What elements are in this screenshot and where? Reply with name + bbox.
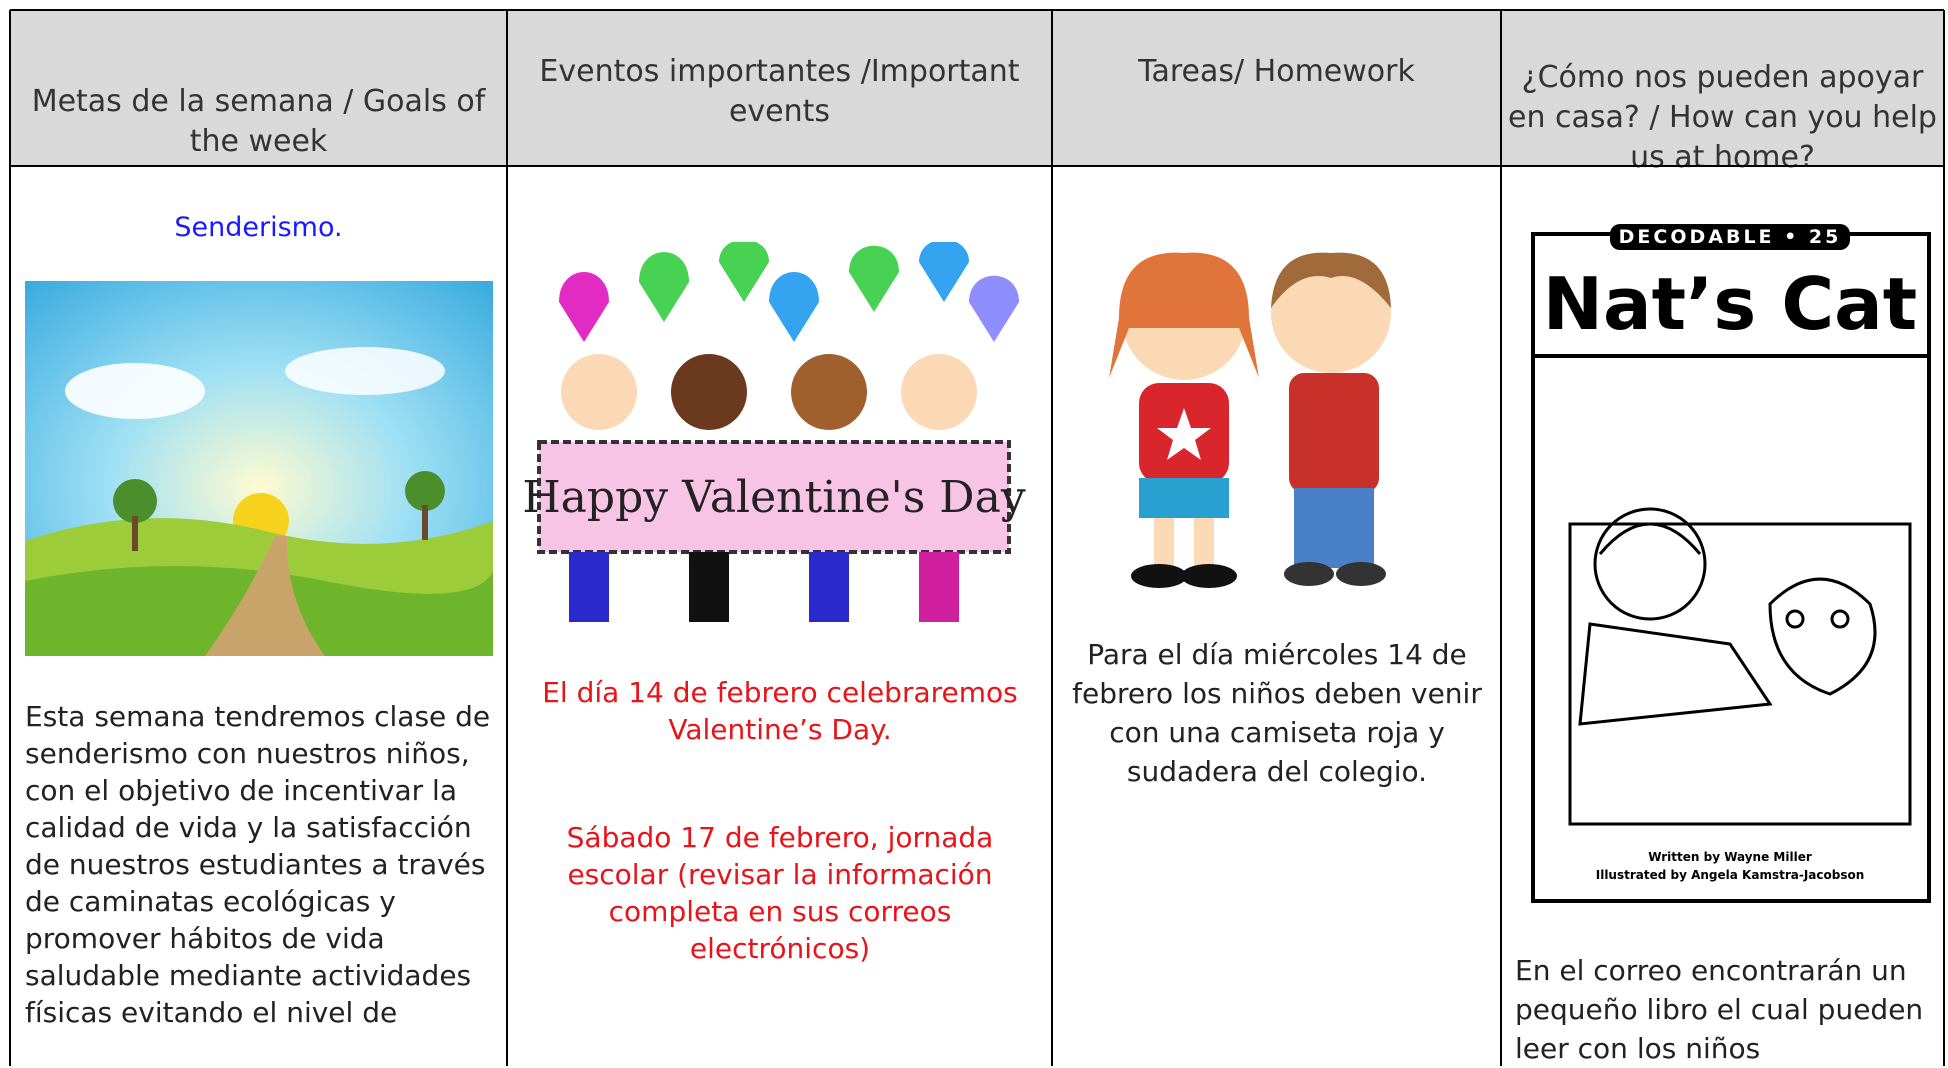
border — [10, 165, 1944, 167]
help-text: En el correo encontrarán un pequeño libr… — [1515, 954, 1924, 1065]
header-cell: Metas de la semana / Goals of the week — [10, 10, 507, 165]
event-text: Sábado 17 de febrero, jornada escolar (r… — [566, 821, 994, 965]
book-author: Written by Wayne Miller — [1648, 850, 1812, 864]
border — [1500, 10, 1502, 1066]
header-text: Metas de la semana / Goals of the week — [31, 84, 486, 159]
book-series: DECODABLE • 25 — [1619, 226, 1842, 248]
border — [9, 10, 11, 1066]
header-text: Tareas/ Homework — [1138, 54, 1415, 89]
book-title: Nat’s Cat — [1543, 262, 1917, 346]
event-text: El día 14 de febrero celebraremos Valent… — [542, 676, 1018, 746]
children-image — [1109, 252, 1391, 588]
header-cell: Tareas/ Homework — [1052, 10, 1501, 165]
landscape-image — [25, 281, 493, 656]
homework-text: Para el día miércoles 14 de febrero los … — [1072, 638, 1482, 788]
banner-text: Happy Valentine's Day — [522, 472, 1026, 523]
border — [1051, 10, 1053, 1066]
goal-heading: Senderismo. — [174, 212, 343, 243]
header-text: ¿Cómo nos pueden apoyar en casa? / How c… — [1508, 60, 1937, 175]
valentine-image: Happy Valentine's Day — [522, 242, 1026, 622]
header-cell: ¿Cómo nos pueden apoyar en casa? / How c… — [1501, 10, 1944, 175]
border — [10, 9, 1944, 11]
goal-text: Esta semana tendremos clase de senderism… — [25, 700, 491, 1029]
book-illustrator: Illustrated by Angela Kamstra-Jacobson — [1596, 868, 1865, 882]
book-cover: DECODABLE • 25 Nat’s Cat Written by Wayn… — [1531, 224, 1931, 903]
border — [506, 10, 508, 1066]
border — [1943, 10, 1945, 1066]
header-text: Eventos importantes /Important events — [539, 54, 1020, 129]
header-cell: Eventos importantes /Important events — [507, 10, 1052, 165]
